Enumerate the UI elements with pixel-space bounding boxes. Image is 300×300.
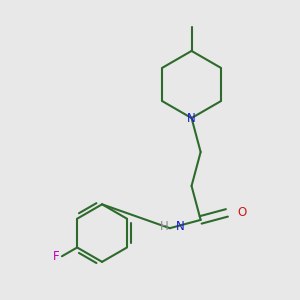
Text: N: N bbox=[176, 220, 184, 233]
Text: F: F bbox=[53, 250, 59, 263]
Text: O: O bbox=[237, 206, 246, 219]
Text: N: N bbox=[187, 112, 196, 124]
Text: H: H bbox=[159, 220, 168, 233]
